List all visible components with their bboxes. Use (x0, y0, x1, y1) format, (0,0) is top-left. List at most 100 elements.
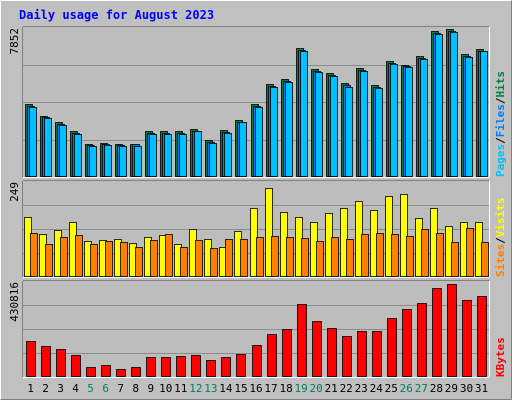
bar-pages-day-1 (29, 107, 37, 177)
panel-visitors-legend-item: / (494, 237, 507, 244)
bar-sites-day-30 (466, 228, 474, 277)
x-tick-label-day-1: 1 (27, 382, 34, 395)
bar-pages-day-28 (435, 34, 443, 177)
bar-pages-day-24 (375, 88, 383, 177)
bar-sites-day-10 (165, 234, 173, 277)
bar-kbytes-day-5 (86, 367, 96, 377)
x-tick-label-day-10: 10 (159, 382, 172, 395)
x-tick-label-day-17: 17 (264, 382, 277, 395)
panel-visitors: 249 Sites/Visits (8, 180, 507, 278)
bar-pages-day-23 (360, 71, 368, 177)
bar-visits-day-17 (265, 188, 273, 277)
x-tick-label-day-2: 2 (42, 382, 49, 395)
x-tick-label-day-12: 12 (189, 382, 202, 395)
bar-pages-day-17 (270, 87, 278, 177)
x-tick-label-day-13: 13 (204, 382, 217, 395)
bar-sites-day-25 (391, 234, 399, 277)
bar-kbytes-day-27 (417, 303, 427, 377)
bar-kbytes-day-29 (447, 284, 457, 377)
x-axis-labels: 1 2 3 4 5 6 7 8 9 10 11 12 13 14 15 16 17 18 19 20 21 22 23 24 2… (27, 382, 488, 395)
bar-sites-day-5 (90, 244, 98, 277)
x-tick-label-day-3: 3 (57, 382, 64, 395)
bar-pages-day-12 (194, 131, 202, 177)
bar-pages-day-3 (59, 125, 67, 177)
bar-sites-day-13 (210, 248, 218, 277)
x-tick-label-day-29: 29 (445, 382, 458, 395)
bar-kbytes-day-25 (387, 318, 397, 377)
bar-pages-day-14 (224, 133, 232, 177)
bar-sites-day-15 (240, 239, 248, 277)
bar-sites-day-4 (75, 235, 83, 277)
x-tick-label-day-26: 26 (400, 382, 413, 395)
series-sites (30, 228, 489, 277)
bar-pages-day-18 (285, 82, 293, 177)
bar-sites-day-7 (120, 242, 128, 277)
bar-sites-day-29 (451, 242, 459, 277)
x-tick-label-day-11: 11 (174, 382, 187, 395)
bar-kbytes-day-10 (161, 357, 171, 377)
bar-kbytes-day-6 (101, 365, 111, 377)
bar-pages-day-6 (104, 145, 112, 177)
x-tick-label-day-21: 21 (325, 382, 338, 395)
bar-pages-day-10 (164, 134, 172, 177)
bar-kbytes-day-16 (252, 345, 262, 377)
bar-visits-day-26 (400, 194, 408, 277)
x-tick-label-day-5: 5 (87, 382, 94, 395)
bar-sites-day-23 (361, 234, 369, 277)
bar-kbytes-day-3 (56, 349, 66, 377)
panel-kbytes-legend: KBytes (494, 337, 507, 377)
x-tick-label-day-20: 20 (309, 382, 322, 395)
panel-kbytes-legend-item: KBytes (494, 337, 507, 377)
bar-sites-day-2 (45, 244, 53, 277)
bar-sites-day-22 (346, 239, 354, 277)
panel-visitors-legend: Sites/Visits (494, 198, 507, 278)
x-tick-label-day-31: 31 (475, 382, 488, 395)
bar-kbytes-day-12 (191, 355, 201, 377)
bar-sites-day-3 (60, 237, 68, 277)
bar-kbytes-day-11 (176, 356, 186, 377)
x-tick-label-day-25: 25 (385, 382, 398, 395)
bar-kbytes-day-28 (432, 288, 442, 377)
bar-pages-day-30 (465, 57, 473, 177)
bar-pages-day-31 (480, 51, 488, 177)
bar-sites-day-26 (406, 236, 414, 277)
bar-pages-day-21 (330, 76, 338, 177)
bar-sites-day-28 (436, 233, 444, 277)
x-tick-label-day-23: 23 (355, 382, 368, 395)
x-tick-label-day-19: 19 (294, 382, 307, 395)
bar-sites-day-1 (30, 233, 38, 277)
panel-visitors-ymax-label: 249 (8, 182, 21, 202)
bar-pages-day-22 (345, 87, 353, 177)
x-tick-label-day-28: 28 (430, 382, 443, 395)
bar-sites-day-8 (135, 247, 143, 277)
panel-requests-legend-item: Hits (494, 71, 507, 98)
panel-visitors-legend-item: Visits (494, 198, 507, 238)
bar-pages-day-13 (209, 143, 217, 177)
bar-sites-day-19 (301, 238, 309, 277)
x-tick-label-day-30: 30 (460, 382, 473, 395)
panel-kbytes: 430816 KBytes (8, 280, 507, 378)
bar-kbytes-day-1 (26, 341, 36, 377)
bar-sites-day-20 (316, 241, 324, 277)
bar-kbytes-day-13 (206, 360, 216, 377)
bar-pages-day-26 (405, 67, 413, 177)
series-pages (29, 32, 488, 177)
bar-kbytes-day-9 (146, 357, 156, 377)
bar-pages-day-7 (119, 146, 127, 177)
bar-pages-day-15 (239, 122, 247, 177)
panel-requests-legend-item: / (494, 97, 507, 104)
bar-kbytes-day-15 (236, 354, 246, 377)
bar-kbytes-day-17 (267, 334, 277, 377)
bar-kbytes-day-26 (402, 309, 412, 377)
bar-kbytes-day-18 (282, 329, 292, 377)
bar-pages-day-9 (149, 134, 157, 177)
bar-sites-day-21 (331, 237, 339, 277)
bar-pages-day-16 (255, 107, 263, 177)
x-tick-label-day-27: 27 (415, 382, 428, 395)
x-tick-label-day-8: 8 (132, 382, 139, 395)
x-tick-label-day-18: 18 (279, 382, 292, 395)
panel-requests-legend-item: Files (494, 104, 507, 137)
